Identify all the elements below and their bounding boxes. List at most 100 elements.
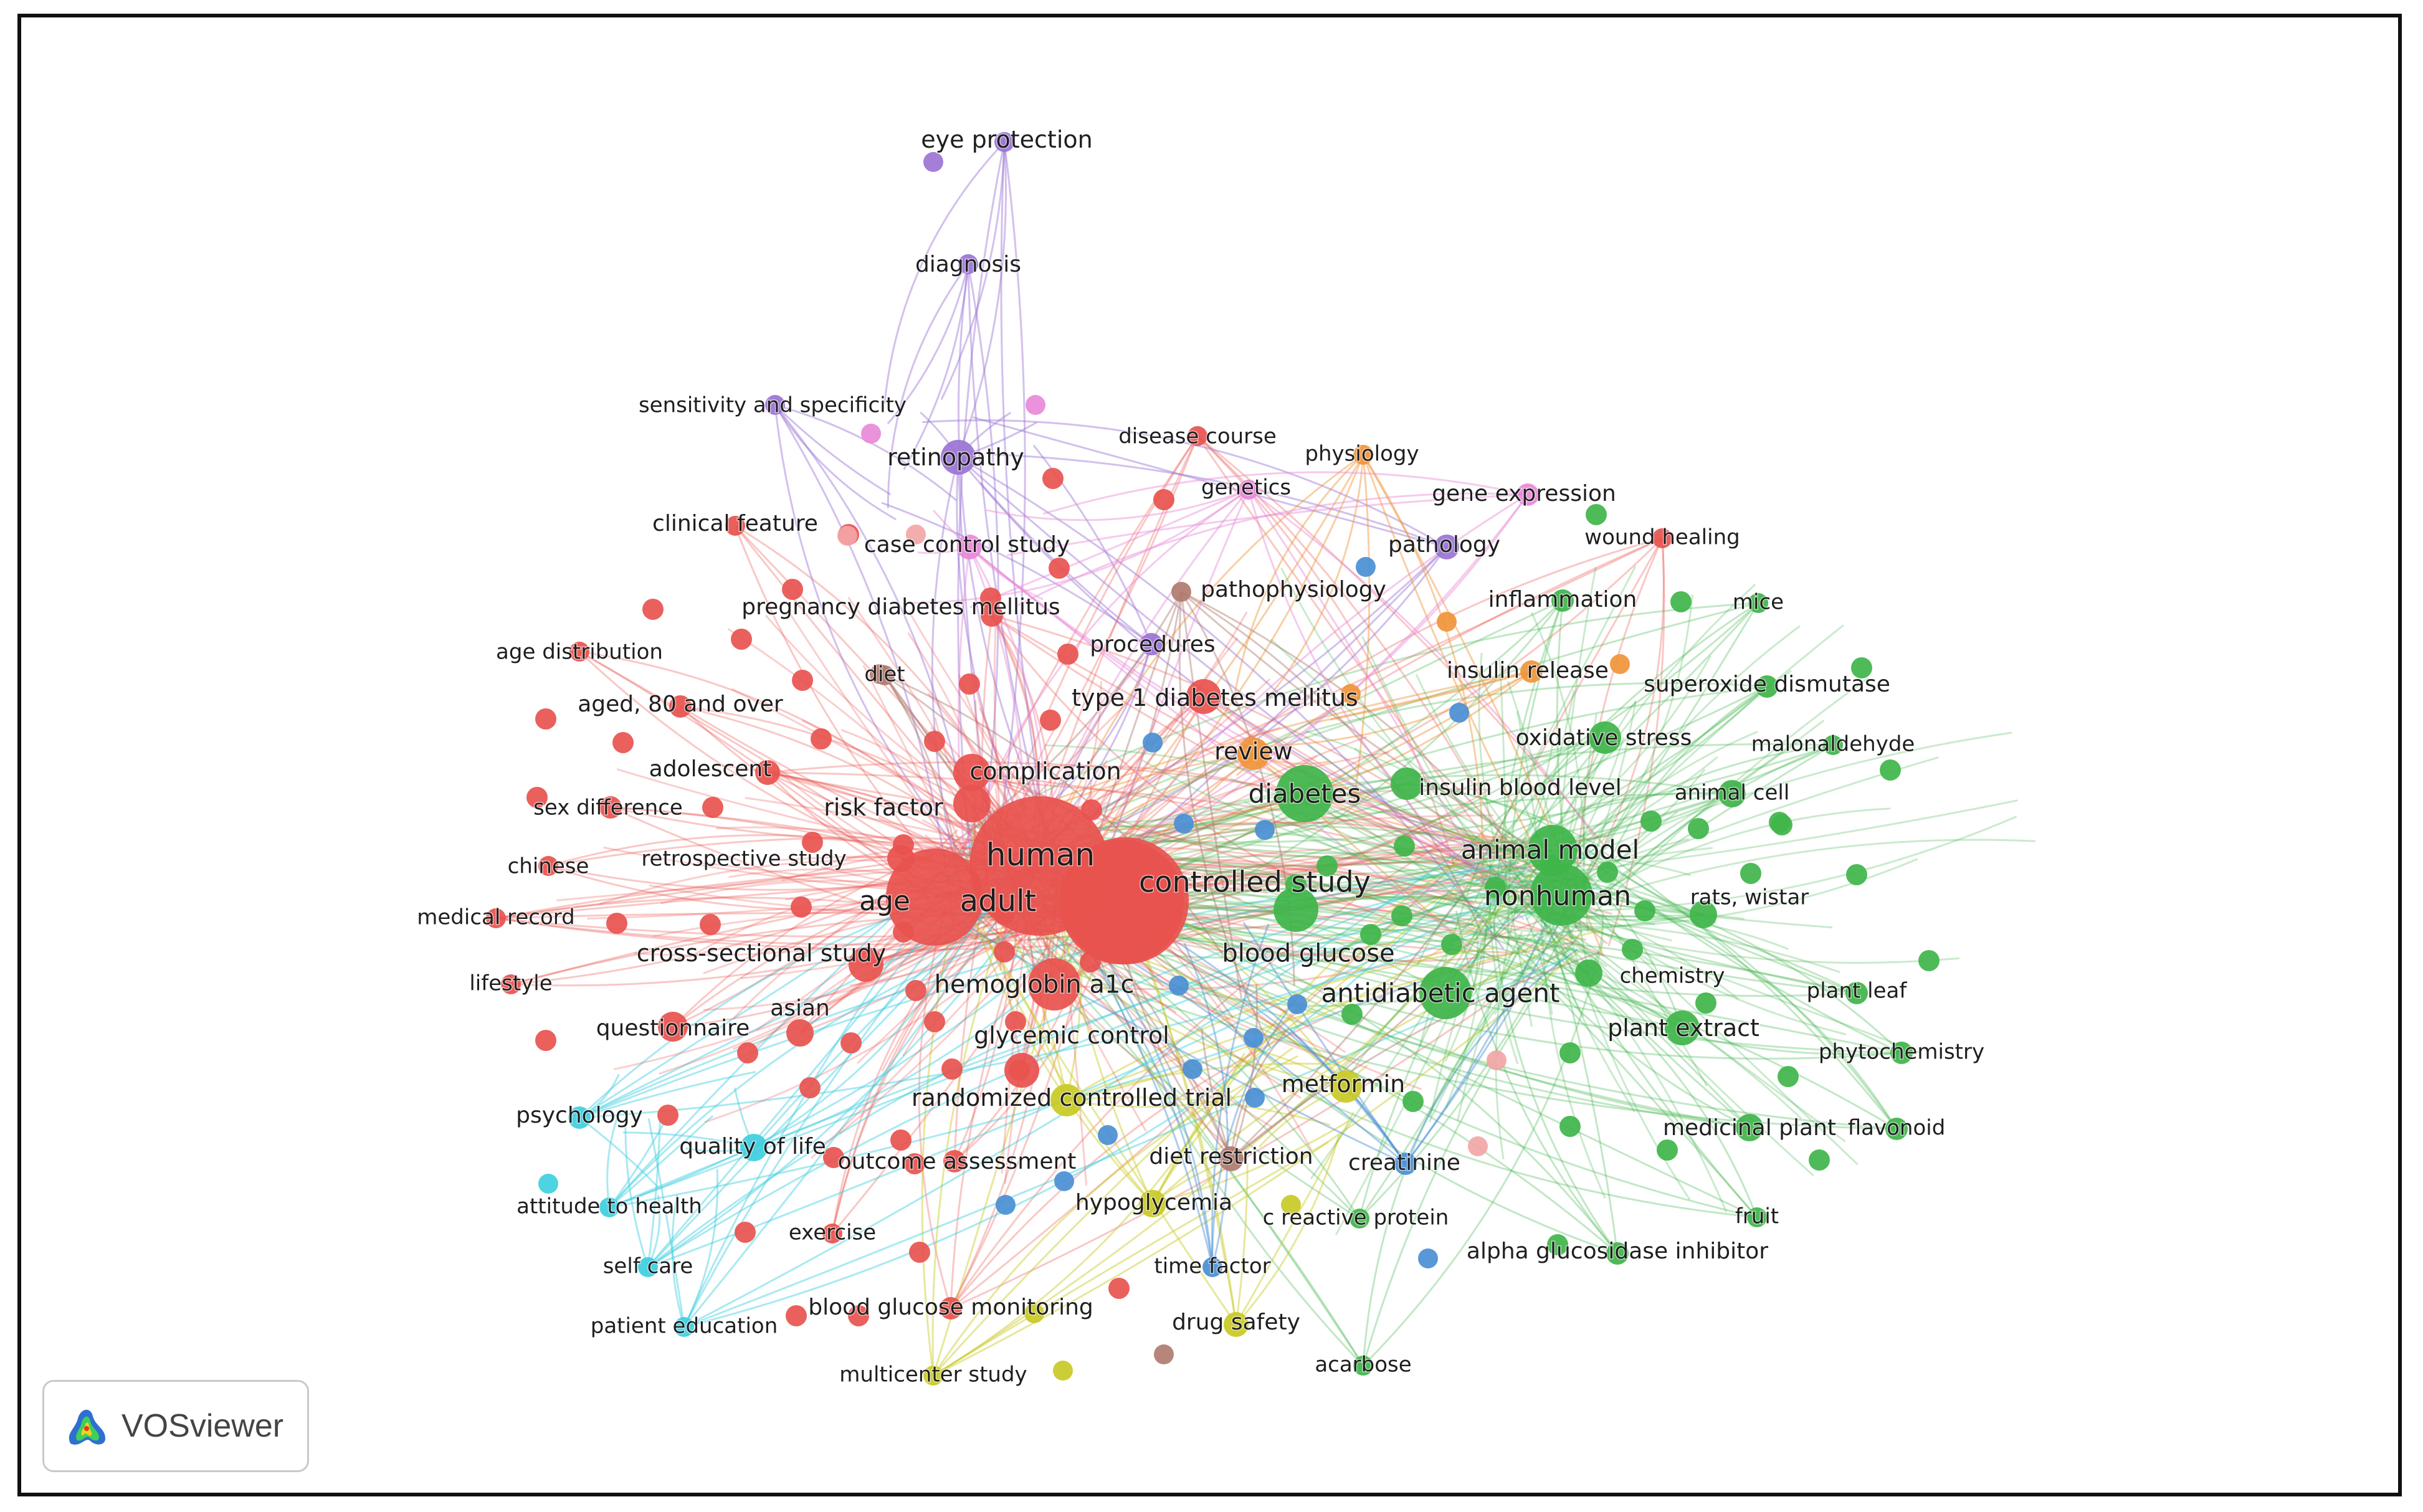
network-node-dot[interactable] <box>791 896 812 918</box>
node-retinopathy[interactable] <box>941 440 976 475</box>
network-node-dot[interactable] <box>1740 863 1761 884</box>
node-complication[interactable] <box>953 754 991 791</box>
network-node-dot[interactable] <box>1042 468 1064 489</box>
node-asian[interactable] <box>786 1019 814 1047</box>
network-node-dot[interactable] <box>1005 1011 1026 1032</box>
network-node-dot[interactable] <box>1356 557 1376 577</box>
network-node-dot[interactable] <box>1880 759 1901 781</box>
node-procedures[interactable] <box>1140 633 1163 655</box>
network-node-dot[interactable] <box>890 1129 912 1151</box>
node-lifestyle[interactable] <box>501 974 521 994</box>
network-node-dot[interactable] <box>1640 811 1662 832</box>
node-pregnancy-diabetes-mellitus[interactable] <box>981 604 1003 627</box>
network-node-dot[interactable] <box>924 731 945 752</box>
network-node-dot[interactable] <box>1670 591 1692 612</box>
network-node-dot[interactable] <box>1449 703 1469 723</box>
network-node-dot[interactable] <box>811 728 832 749</box>
network-node-dot[interactable] <box>606 913 627 934</box>
node-medical-record[interactable] <box>486 908 506 928</box>
network-node-dot[interactable] <box>1174 814 1194 834</box>
network-node-dot[interactable] <box>1485 877 1506 898</box>
node-metformin[interactable] <box>1330 1070 1362 1103</box>
node-oxidative-stress[interactable] <box>1589 721 1621 754</box>
node-mice[interactable] <box>1748 593 1768 613</box>
node-phytochemistry[interactable] <box>1890 1042 1913 1064</box>
network-node-dot[interactable] <box>535 1030 556 1051</box>
node-animal-model[interactable] <box>1528 825 1578 875</box>
network-node-dot[interactable] <box>1024 1303 1044 1323</box>
node-flavonoid[interactable] <box>1885 1118 1908 1140</box>
node-wound-healing[interactable] <box>1652 528 1672 548</box>
node-hemoglobin-a1c[interactable] <box>1028 958 1080 1010</box>
node-risk-factor[interactable] <box>953 785 991 822</box>
network-node-dot[interactable] <box>904 1153 925 1174</box>
node-rats-wistar[interactable] <box>1690 901 1717 928</box>
network-node-dot[interactable] <box>848 1305 869 1326</box>
node-retrospective-study[interactable] <box>887 845 915 872</box>
network-node-dot[interactable] <box>1054 1171 1074 1191</box>
network-node-dot[interactable] <box>1634 900 1655 921</box>
network-node-dot[interactable] <box>526 787 548 808</box>
network-node-dot[interactable] <box>1143 733 1163 753</box>
node-fruit[interactable] <box>1747 1207 1767 1227</box>
network-node-dot[interactable] <box>1244 1028 1264 1048</box>
network-node-dot[interactable] <box>1108 1278 1130 1299</box>
node-cross-sectional-study[interactable] <box>849 947 883 982</box>
network-node-dot[interactable] <box>941 1058 963 1080</box>
network-node-dot[interactable] <box>1154 1344 1174 1364</box>
network-node-dot[interactable] <box>1547 1234 1568 1255</box>
network-node-dot[interactable] <box>1360 924 1381 945</box>
node-review[interactable] <box>1237 738 1270 770</box>
network-node-dot[interactable] <box>1341 1004 1363 1025</box>
network-node-dot[interactable] <box>1394 835 1415 857</box>
node-medicinal-plant[interactable] <box>1736 1114 1763 1141</box>
network-node-dot[interactable] <box>1402 1091 1424 1112</box>
node-diet-restriction[interactable] <box>1219 1146 1244 1171</box>
node-creatinine[interactable] <box>1394 1153 1417 1175</box>
network-node-dot[interactable] <box>1622 939 1643 960</box>
node-adolescent[interactable] <box>755 760 780 785</box>
network-node-dot[interactable] <box>1809 1149 1830 1171</box>
node-gene-expression[interactable] <box>1516 483 1539 506</box>
network-node-dot[interactable] <box>1183 1059 1202 1079</box>
network-node-dot[interactable] <box>861 424 881 444</box>
node-diagnosis[interactable] <box>958 254 978 274</box>
network-node-dot[interactable] <box>702 797 723 818</box>
node-chinese[interactable] <box>538 856 558 876</box>
network-node-dot[interactable] <box>802 832 823 853</box>
node-aged-80-and-over[interactable] <box>669 695 692 718</box>
network-node-dot[interactable] <box>1391 905 1412 926</box>
network-node-dot[interactable] <box>1316 855 1338 877</box>
network-node-dot[interactable] <box>1153 489 1174 510</box>
network-node-dot[interactable] <box>1597 862 1618 883</box>
network-node-dot[interactable] <box>1778 1066 1799 1087</box>
network-node-dot[interactable] <box>1487 1050 1507 1070</box>
node-pathophysiology[interactable] <box>1171 582 1191 602</box>
network-node-dot[interactable] <box>1851 657 1872 678</box>
network-node-dot[interactable] <box>1053 1361 1073 1381</box>
node-outcome-assessment[interactable] <box>943 1150 966 1172</box>
node-age[interactable] <box>886 849 983 946</box>
network-node-dot[interactable] <box>1437 612 1457 632</box>
node-age-distribution[interactable] <box>569 642 589 662</box>
network-node-dot[interactable] <box>1441 934 1462 955</box>
network-node-dot[interactable] <box>1771 814 1792 835</box>
node-blood-glucose-monitoring[interactable] <box>940 1297 962 1319</box>
network-node-dot[interactable] <box>840 1032 862 1053</box>
node-sensitivity-and-specificity[interactable] <box>765 395 785 415</box>
node-inflammation[interactable] <box>1551 589 1574 612</box>
node-nonhuman[interactable] <box>1530 863 1592 926</box>
node-superoxide-dismutase[interactable] <box>1756 675 1778 698</box>
network-node-dot[interactable] <box>1688 818 1709 839</box>
node-animal-cell[interactable] <box>1718 780 1746 807</box>
node-questionnaire[interactable] <box>658 1012 688 1042</box>
node-clinical-feature[interactable] <box>725 516 745 536</box>
node-physiology[interactable] <box>1353 445 1373 465</box>
network-node-dot[interactable] <box>959 673 980 695</box>
network-node-dot[interactable] <box>612 732 634 753</box>
node-psychology[interactable] <box>568 1106 591 1129</box>
network-node-dot[interactable] <box>535 708 556 730</box>
network-node-dot[interactable] <box>1586 504 1607 525</box>
node-c-reactive-protein[interactable] <box>1350 1209 1369 1229</box>
